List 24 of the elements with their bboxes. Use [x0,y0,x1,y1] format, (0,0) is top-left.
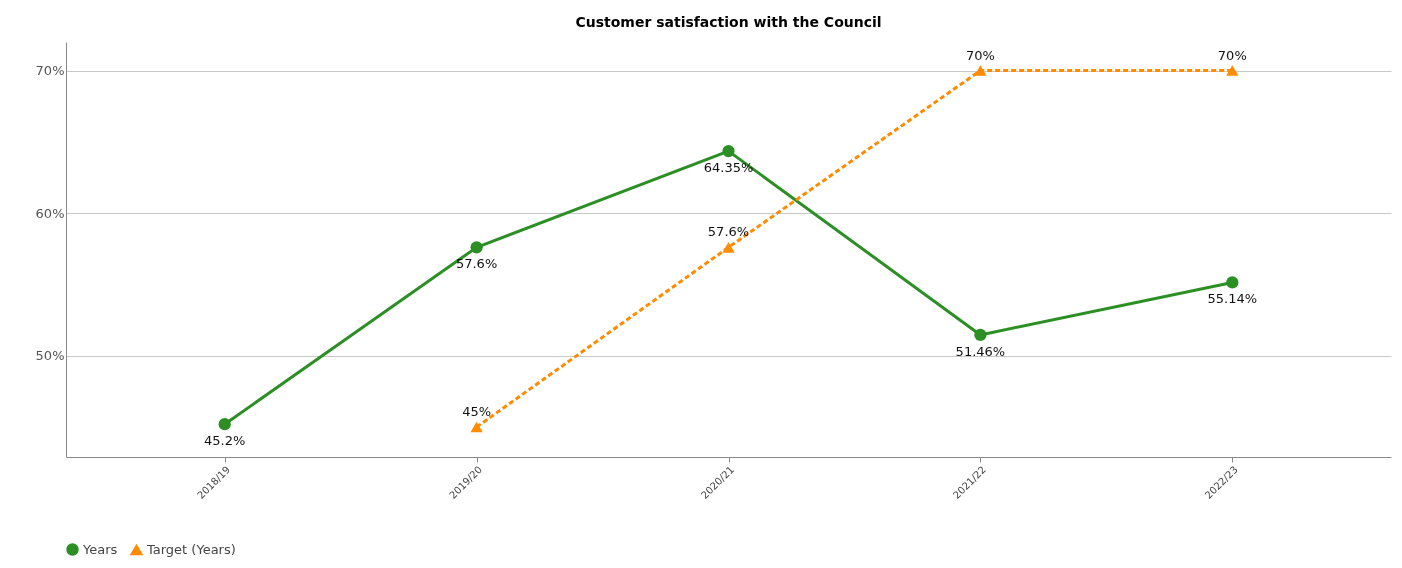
y-tick-label: 50% [35,348,65,364]
legend-label: Target (Years) [146,541,236,557]
data-label: 57.6% [455,256,498,272]
point [722,144,735,158]
point [1226,65,1239,76]
point [470,421,483,433]
point [974,65,987,76]
point [1226,276,1239,289]
data-label: 55.14% [1207,291,1258,307]
data-label: 51.46% [955,343,1006,359]
point [974,328,987,342]
y-tick-label: 70% [35,63,65,79]
point [470,241,483,254]
point [218,418,231,431]
data-label: 70% [965,47,995,63]
chart-title: Customer satisfaction with the Council [575,14,882,30]
data-label: 45.2% [204,433,246,449]
legend-label: Years [82,541,118,557]
data-label: 45% [462,404,492,420]
data-label: 70% [1217,47,1247,63]
data-label: 64.35% [703,160,754,176]
data-label: 57.6% [707,224,750,240]
y-tick-label: 60% [35,205,65,221]
point [722,242,735,253]
